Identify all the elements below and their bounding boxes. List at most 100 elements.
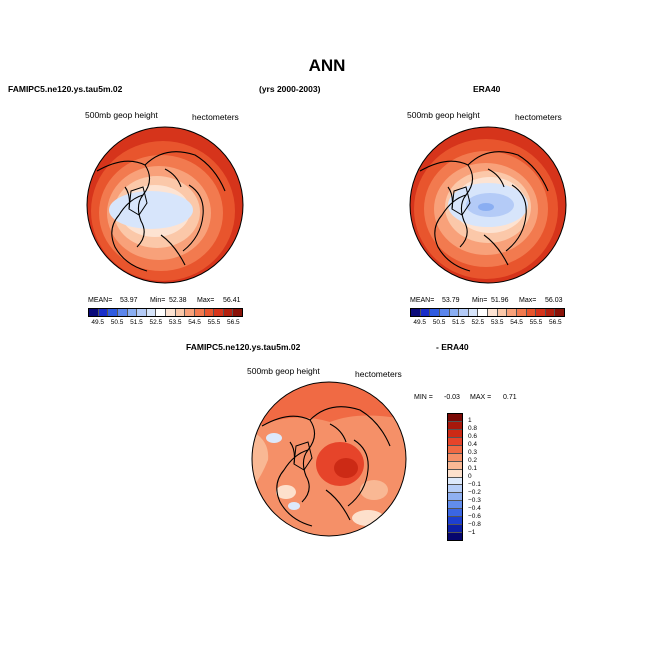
panel2-colorbar-box [555,309,564,316]
panel3-colorbar-tick: 0.6 [468,433,478,440]
panel2-colorbar-box [478,309,488,316]
panel3-colorbar-box [448,533,462,540]
panel3-greenland [293,441,313,471]
panel3-colorbar-box [448,414,462,422]
panel1-colorbar-box [89,309,99,316]
panel3-colorbar-box [448,517,462,526]
panel2-colorbar-tick: 50.5 [432,319,446,326]
panel3-colorbar-box [448,469,462,478]
panel1-colorbar-tick: 54.5 [188,319,201,326]
panel1-colorbar-box [108,309,118,316]
panel1-colorbar-box [137,309,147,316]
panel1-colorbar-box [185,309,195,316]
panel1-colorbar-box [166,309,176,316]
panel2-colorbar-tick: 54.5 [510,319,523,326]
panel3-blue-patch-1 [266,433,282,443]
panel2-colorbar-box [516,309,527,316]
years-header: (yrs 2000-2003) [259,84,321,94]
panel2-min: 51.96 [491,297,509,304]
panel1-colorbar-tick: 53.5 [168,319,182,326]
panel3-colorbar-box [448,525,462,534]
panel3-units: hectometers [355,369,402,379]
panel1-min: 52.38 [169,297,187,304]
panel2-max: 56.03 [545,297,563,304]
panel1-colorbar [88,308,243,317]
panel3-colorbar-box [448,445,462,454]
panel3-colorbar-tick: −0.8 [468,521,481,528]
panel2-colorbar-box [411,309,421,316]
panel1-colorbar-tick: 52.5 [149,319,163,326]
panel1-variable: 500mb geop height [85,110,158,120]
panel3-colorbar-box [448,453,462,462]
panel2-band-min [478,203,494,211]
panel2-min-label: Min= [472,297,488,304]
panel2-colorbar-tick: 49.5 [413,319,427,326]
panel1-mean-label: MEAN= [88,297,113,304]
model-header: FAMIPC5.ne120.ys.tau5m.02 [8,84,123,94]
panel1-colorbar-tick: 50.5 [110,319,124,326]
panel1-colorbar-box [214,309,224,316]
figure-title: ANN [308,56,346,75]
panel3-pale-patch-2 [360,480,388,500]
panel3-colorbar [447,413,463,541]
panel1-colorbar-tick: 51.5 [130,319,143,326]
panel3-colorbar-box [448,501,462,510]
panel2-colorbar-box [488,309,498,316]
panel3-colorbar-box [448,493,462,502]
panel2-colorbar-box [468,309,479,316]
panel2-max-label: Max= [519,297,537,304]
panel3-colorbar-tick: −0.2 [468,489,481,496]
obs-header: ERA40 [473,84,501,94]
panel2-variable: 500mb geop height [407,110,480,120]
panel2-colorbar-box [459,309,469,316]
panel3-colorbar-tick: 0 [468,473,472,480]
panel1-colorbar-ticks: 49.5 50.5 51.5 52.5 53.5 54.5 55.5 56.5 [88,319,243,329]
panel2-colorbar-box [507,309,517,316]
panel2-colorbar-box [536,309,546,316]
panel2-colorbar-tick: 53.5 [490,319,504,326]
panel2-colorbar-tick: 56.5 [548,319,562,326]
panel1-colorbar-box [146,309,157,316]
panel2-colorbar-tick: 55.5 [529,319,543,326]
panel3-colorbar-ticks: 1 0.8 0.6 0.4 0.3 0.2 0.1 0 −0.1 −0.2 −0.3 −0.4 −0.6… [468,413,498,541]
panel2-colorbar-tick: 52.5 [471,319,485,326]
panel2-colorbar-ticks: 49.5 50.5 51.5 52.5 53.5 54.5 55.5 56.5 [410,319,565,329]
panel1-min-label: Min= [150,297,166,304]
panel3-max-core [334,458,358,478]
panel1-max: 56.41 [223,297,241,304]
panel3-max: 0.71 [503,394,517,401]
panel1-colorbar-tick: 55.5 [207,319,221,326]
panel2-colorbar [410,308,565,317]
panel3-colorbar-tick: 0.8 [468,425,478,432]
panel2-colorbar-box [430,309,440,316]
panel1-colorbar-tick: 49.5 [91,319,105,326]
panel2-colorbar-box [497,309,508,316]
panel2-mean-label: MEAN= [410,297,435,304]
panel3-colorbar-box [448,509,462,518]
panel1-colorbar-box [156,309,166,316]
diff-obs-header: - ERA40 [436,342,469,352]
panel3-blue-patch-2 [288,502,300,510]
panel3-colorbar-tick: −0.3 [468,497,481,504]
panel1-colorbar-box [127,309,138,316]
panel1-max-label: Max= [197,297,215,304]
panel1-units: hectometers [192,112,239,122]
panel2-units: hectometers [515,112,562,122]
panel3-colorbar-box [448,429,462,438]
panel3-colorbar-tick: 0.3 [468,449,478,456]
panel1-colorbar-tick: 56.5 [226,319,240,326]
panel3-min-label: MIN = [414,394,433,401]
panel3-colorbar-box [448,485,462,494]
panel3-colorbar-tick: −0.4 [468,505,481,512]
panel1-colorbar-box [98,309,109,316]
panel1-greenland [128,186,148,216]
panel1-colorbar-box [117,309,128,316]
panel3-map [251,381,407,537]
panel3-variable: 500mb geop height [247,366,320,376]
panel1-border [86,126,244,284]
panel3-colorbar-box [448,461,462,470]
panel2-colorbar-box [439,309,450,316]
panel3-colorbar-tick: −0.1 [468,481,481,488]
panel3-colorbar-box [448,437,462,446]
